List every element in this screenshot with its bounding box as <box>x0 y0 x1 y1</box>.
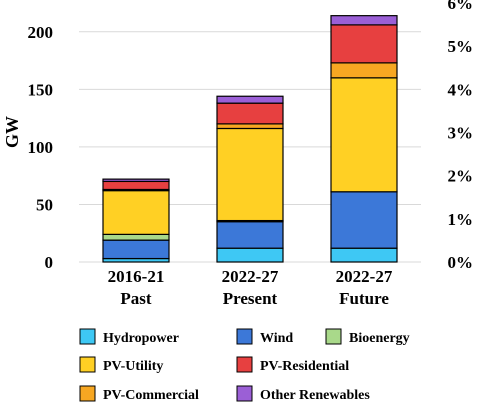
bar-segment <box>330 24 398 64</box>
legend-label: PV-Residential <box>260 359 349 374</box>
legend-label: Bioenergy <box>349 331 410 346</box>
bar-segment <box>216 221 284 249</box>
y-tick-label: 50 <box>36 195 53 214</box>
x-tick-label: 2016-21 <box>108 267 165 286</box>
bar-segment <box>102 233 170 241</box>
x-tick-label: 2022-27 <box>336 267 393 286</box>
y-tick-label: 100 <box>28 138 54 157</box>
y2-tick-label: 0% <box>448 253 474 272</box>
bars <box>102 15 398 263</box>
y-tick-label: 200 <box>28 23 54 42</box>
legend-label: Wind <box>260 331 293 346</box>
bar-segment <box>216 247 284 263</box>
bar-segment <box>216 127 284 222</box>
bar-segment <box>216 95 284 104</box>
bar-segment <box>102 178 170 183</box>
legend-swatch <box>79 385 96 402</box>
legend-swatch <box>79 356 96 373</box>
bar-segment <box>102 190 170 235</box>
legend-label: Other Renewables <box>260 388 370 403</box>
y-tick-label: 0 <box>45 253 54 272</box>
bar-segment <box>330 191 398 249</box>
legend-label: PV-Utility <box>103 359 163 374</box>
legend-swatch <box>79 328 96 345</box>
legend-swatch <box>325 328 342 345</box>
x-tick-label: 2022-27 <box>222 267 279 286</box>
bar-segment <box>330 15 398 26</box>
y2-tick-label: 5% <box>448 37 474 56</box>
y2-tick-label: 6% <box>448 0 474 13</box>
legend-label: PV-Commercial <box>103 388 199 403</box>
y-axis-label: GW <box>2 116 22 148</box>
bar-segment <box>330 77 398 193</box>
x-tick-label-sub: Past <box>120 289 152 308</box>
axes: 0 50 100 150 200 0% 1% 2% 3% 4% 5% 6% 2016-21 Past 202… <box>28 0 474 308</box>
y2-tick-label: 2% <box>448 167 474 186</box>
y-tick-label: 150 <box>28 80 54 99</box>
legend-swatch <box>236 328 253 345</box>
bar-segment <box>330 247 398 263</box>
bar-segment <box>102 239 170 260</box>
x-tick-label-sub: Future <box>339 289 389 308</box>
bar-segment <box>330 62 398 79</box>
bar-segment <box>102 180 170 191</box>
bar-segment <box>216 123 284 130</box>
legend-label: Hydropower <box>103 331 179 346</box>
legend-swatch <box>236 356 253 373</box>
y2-tick-label: 3% <box>448 124 474 143</box>
bar-segment <box>216 102 284 125</box>
y2-tick-label: 1% <box>448 210 474 229</box>
y2-tick-label: 4% <box>448 80 474 99</box>
x-tick-label-sub: Present <box>223 289 278 308</box>
legend: Hydropower Wind Bioenergy PV-Utility PV-Resi… <box>79 328 410 403</box>
legend-swatch <box>236 385 253 402</box>
